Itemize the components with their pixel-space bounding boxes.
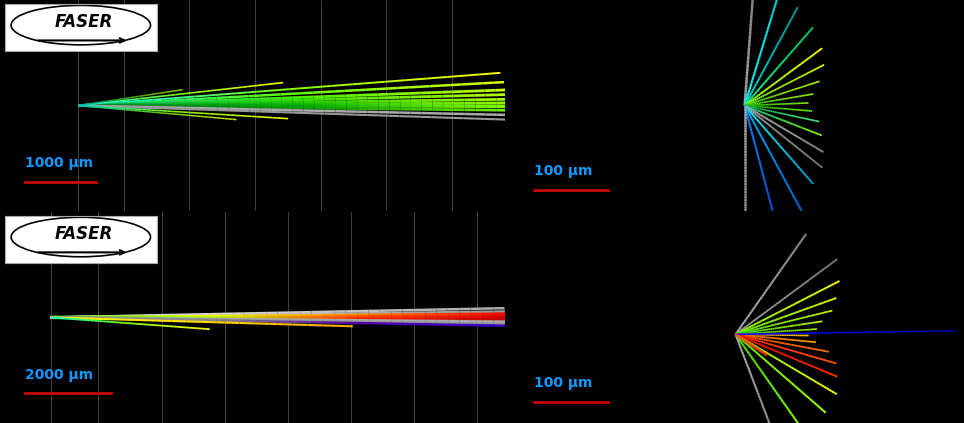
Text: 100 μm: 100 μm xyxy=(534,164,593,178)
Text: 1000 μm: 1000 μm xyxy=(25,156,94,170)
Text: 2000 μm: 2000 μm xyxy=(25,368,94,382)
Text: 100 μm: 100 μm xyxy=(534,376,593,390)
